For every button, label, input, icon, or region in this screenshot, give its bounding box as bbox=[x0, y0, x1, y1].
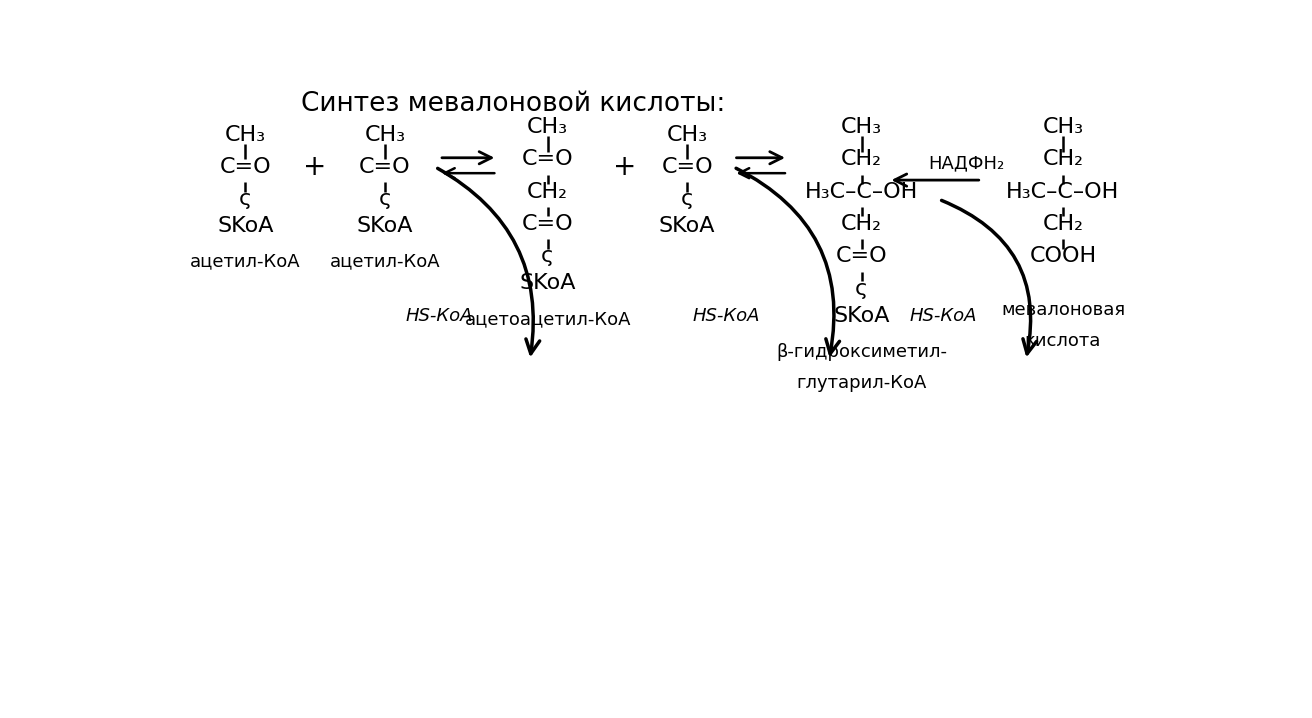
Text: +: + bbox=[614, 153, 636, 181]
Text: ς: ς bbox=[541, 246, 554, 266]
Text: COOH: COOH bbox=[1030, 246, 1097, 266]
Text: ацетоацетил-КоА: ацетоацетил-КоА bbox=[464, 310, 631, 328]
Text: глутарил-КоА: глутарил-КоА bbox=[796, 373, 926, 391]
Text: HS-КоА: HS-КоА bbox=[909, 307, 976, 325]
Text: CH₃: CH₃ bbox=[666, 125, 707, 144]
Text: H₃C–C–OH: H₃C–C–OH bbox=[1006, 182, 1119, 202]
Text: SKoA: SKoA bbox=[520, 274, 576, 293]
Text: HS-КоА: HS-КоА bbox=[693, 307, 760, 325]
Text: SKoA: SKoA bbox=[659, 216, 715, 236]
Text: CH₃: CH₃ bbox=[224, 125, 266, 144]
Text: НАДФН₂: НАДФН₂ bbox=[928, 154, 1004, 172]
Text: Синтез мевалоновой кислоты:: Синтез мевалоновой кислоты: bbox=[300, 91, 726, 117]
Text: ацетил-КоА: ацетил-КоА bbox=[190, 252, 300, 270]
Text: CH₂: CH₂ bbox=[841, 149, 882, 169]
Text: H₃C–C–OH: H₃C–C–OH bbox=[804, 182, 918, 202]
Text: SKoA: SKoA bbox=[216, 216, 274, 236]
Text: HS-КоА: HS-КоА bbox=[405, 307, 472, 325]
Text: C=O: C=O bbox=[522, 149, 573, 169]
Text: C=O: C=O bbox=[661, 157, 712, 177]
Text: CH₂: CH₂ bbox=[1043, 214, 1084, 234]
Text: C=O: C=O bbox=[359, 157, 411, 177]
Text: CH₂: CH₂ bbox=[527, 182, 568, 202]
Text: β-гидроксиметил-: β-гидроксиметил- bbox=[775, 342, 947, 361]
Text: ς: ς bbox=[239, 190, 252, 210]
Text: C=O: C=O bbox=[836, 246, 887, 266]
Text: +: + bbox=[303, 153, 327, 181]
Text: CH₃: CH₃ bbox=[365, 125, 405, 144]
Text: CH₃: CH₃ bbox=[1043, 117, 1084, 137]
Text: мевалоновая: мевалоновая bbox=[1001, 302, 1126, 320]
Text: ς: ς bbox=[855, 279, 869, 299]
Text: CH₂: CH₂ bbox=[841, 214, 882, 234]
Text: CH₃: CH₃ bbox=[527, 117, 568, 137]
Text: C=O: C=O bbox=[219, 157, 272, 177]
Text: ацетил-КоА: ацетил-КоА bbox=[329, 252, 441, 270]
Text: CH₃: CH₃ bbox=[841, 117, 882, 137]
Text: CH₂: CH₂ bbox=[1043, 149, 1084, 169]
Text: SKoA: SKoA bbox=[833, 306, 890, 326]
Text: C=O: C=O bbox=[522, 214, 573, 234]
Text: кислота: кислота bbox=[1025, 332, 1101, 350]
Text: ς: ς bbox=[378, 190, 391, 210]
Text: ς: ς bbox=[681, 190, 694, 210]
Text: SKoA: SKoA bbox=[357, 216, 413, 236]
